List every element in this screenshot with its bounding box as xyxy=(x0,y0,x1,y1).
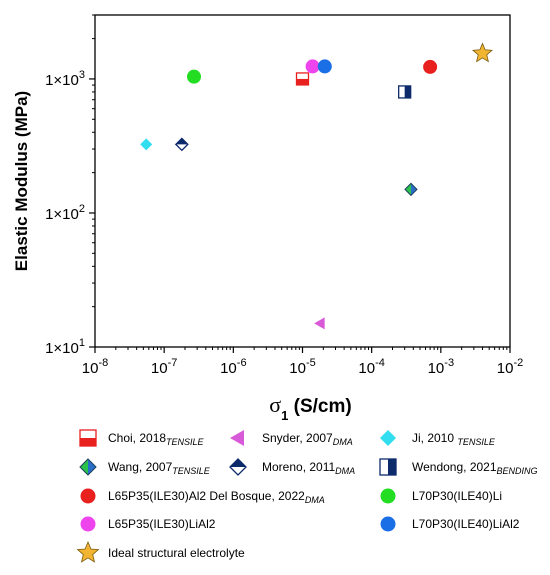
legend-marker-choi xyxy=(79,429,97,447)
x-tick-label: 10-4 xyxy=(358,357,384,377)
data-point-delbosque xyxy=(423,59,438,74)
legend-marker-l70li xyxy=(380,488,396,504)
legend-label-wendong: Wendong, 2021BENDING xyxy=(412,460,538,476)
legend-item-wang: Wang, 2007TENSILE xyxy=(79,458,211,476)
data-point-l70lial2 xyxy=(317,59,332,74)
x-axis-title: σ1 (S/cm) xyxy=(269,392,351,423)
legend-marker-wendong xyxy=(379,458,397,476)
series-ideal xyxy=(471,42,493,63)
legend-item-wendong: Wendong, 2021BENDING xyxy=(379,458,538,476)
legend-marker-l65lial2 xyxy=(80,516,96,532)
legend-marker-ji xyxy=(380,430,396,446)
plot-area xyxy=(140,42,493,330)
legend-item-l70lial2: L70P30(ILE40)LiAl2 xyxy=(380,516,520,532)
data-point-l65lial2 xyxy=(305,59,320,74)
y-tick-label: 1×101 xyxy=(45,337,85,357)
series-delbosque xyxy=(423,59,438,74)
legend-label-choi: Choi, 2018TENSILE xyxy=(108,431,205,447)
data-point-wendong xyxy=(398,85,412,99)
data-point-choi xyxy=(295,72,310,86)
legend-item-l70li: L70P30(ILE40)Li xyxy=(380,488,502,504)
legend-label-snyder: Snyder, 2007DMA xyxy=(262,431,353,447)
series-moreno xyxy=(174,137,189,152)
legend-item-ideal: Ideal structural electrolyte xyxy=(76,540,245,563)
data-point-wang xyxy=(404,182,418,197)
series-wendong xyxy=(398,85,412,99)
legend-marker-wang xyxy=(79,458,97,476)
x-tick-label: 10-8 xyxy=(82,357,108,377)
x-tick-label: 10-2 xyxy=(497,357,523,377)
legend-item-ji: Ji, 2010 TENSILE xyxy=(380,430,496,447)
data-point-l70li xyxy=(187,69,202,84)
legend-marker-snyder xyxy=(230,430,244,446)
series-l70li xyxy=(187,69,202,84)
y-tick-label: 1×102 xyxy=(45,203,85,223)
legend-label-moreno: Moreno, 2011DMA xyxy=(262,460,355,476)
x-tick-label: 10-5 xyxy=(289,357,315,377)
legend-label-ji: Ji, 2010 TENSILE xyxy=(412,431,496,447)
series-snyder xyxy=(314,317,325,330)
x-tick-label: 10-3 xyxy=(428,357,454,377)
legend-label-l70lial2: L70P30(ILE40)LiAl2 xyxy=(412,517,520,531)
legend-marker-delbosque xyxy=(80,488,96,504)
axes: 10-8 10-7 10-6 10-5 10-4 10-3 10-2 1×101 1×102 1×… xyxy=(12,14,523,423)
legend-item-choi: Choi, 2018TENSILE xyxy=(79,429,205,447)
x-tick-label: 10-7 xyxy=(151,357,177,377)
data-point-snyder xyxy=(314,317,325,330)
x-tick-label: 10-6 xyxy=(220,357,246,377)
series-choi xyxy=(295,72,310,86)
data-point-moreno xyxy=(174,137,189,152)
legend-label-delbosque: L65P35(ILE30)Al2 Del Bosque, 2022DMA xyxy=(108,489,325,505)
y-tick-label: 1×103 xyxy=(45,69,85,89)
legend: Choi, 2018TENSILE Snyder, 2007DMA Ji, 2010… xyxy=(76,429,538,563)
y-axis-title: Elastic Modulus (MPa) xyxy=(12,91,31,271)
legend-marker-ideal xyxy=(76,540,100,563)
legend-label-l70li: L70P30(ILE40)Li xyxy=(412,489,502,503)
series-wang xyxy=(404,182,418,197)
legend-item-delbosque: L65P35(ILE30)Al2 Del Bosque, 2022DMA xyxy=(80,488,325,505)
legend-marker-moreno xyxy=(229,458,247,476)
data-point-ideal xyxy=(471,42,493,63)
series-ji xyxy=(140,138,153,151)
series-l65lial2 xyxy=(305,59,320,74)
plot-frame xyxy=(94,14,511,348)
data-point-ji xyxy=(140,138,153,151)
legend-label-l65lial2: L65P35(ILE30)LiAl2 xyxy=(108,517,216,531)
series-l70lial2 xyxy=(317,59,332,74)
legend-marker-l70lial2 xyxy=(380,516,396,532)
legend-item-l65lial2: L65P35(ILE30)LiAl2 xyxy=(80,516,216,532)
legend-item-snyder: Snyder, 2007DMA xyxy=(230,430,353,447)
legend-label-wang: Wang, 2007TENSILE xyxy=(108,460,211,476)
legend-label-ideal: Ideal structural electrolyte xyxy=(108,546,245,560)
legend-item-moreno: Moreno, 2011DMA xyxy=(229,458,355,476)
